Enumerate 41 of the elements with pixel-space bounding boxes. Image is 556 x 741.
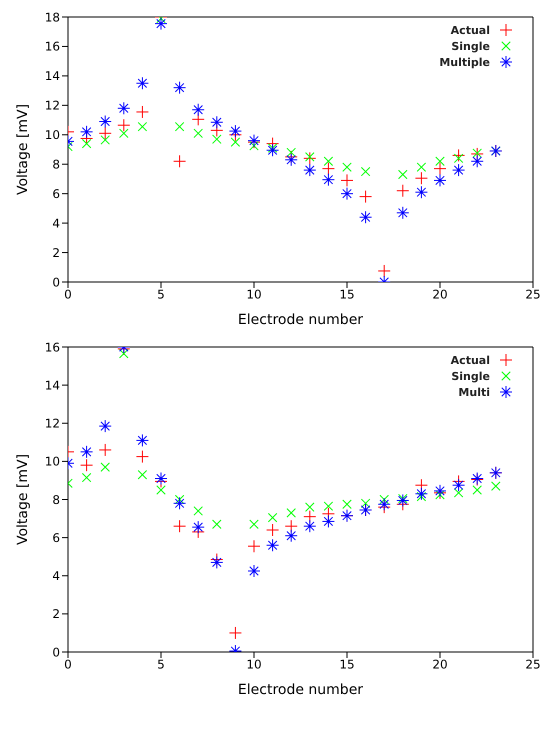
y-tick-label: 14	[44, 378, 60, 392]
y-tick-label: 2	[52, 607, 60, 622]
legend-label: Multiple	[439, 56, 490, 68]
x-tick-label: 20	[432, 658, 448, 672]
y-tick-label: 10	[44, 128, 60, 142]
legend-label: Actual	[450, 24, 490, 36]
x-tick-label: 25	[525, 288, 541, 302]
y-tick-label: 12	[44, 98, 60, 113]
x-tick-label: 10	[246, 658, 262, 672]
x-tick-label: 15	[339, 658, 355, 672]
y-tick-label: 2	[52, 246, 60, 260]
x-tick-label: 5	[157, 288, 165, 302]
x-tick-label: 0	[64, 658, 72, 672]
y-tick-label: 4	[52, 216, 60, 230]
x-tick-label: 5	[157, 658, 165, 672]
y-tick-label: 6	[52, 186, 60, 201]
x-tick-label: 20	[432, 288, 448, 302]
y-tick-label: 6	[52, 530, 60, 545]
x-tick-label: 10	[246, 288, 262, 302]
y-tick-label: 16	[44, 40, 60, 54]
y-tick-label: 0	[52, 275, 60, 290]
y-tick-label: 8	[52, 157, 60, 172]
legend-label: Single	[451, 370, 490, 382]
y-tick-label: 4	[52, 569, 60, 584]
y-tick-label: 16	[44, 340, 60, 354]
x-axis-title: Electrode number	[238, 682, 364, 698]
legend-label: Actual	[450, 354, 490, 366]
y-tick-label: 0	[52, 645, 60, 660]
x-tick-label: 25	[525, 658, 541, 672]
y-axis-title: Voltage [mV]	[14, 104, 31, 196]
y-tick-label: 12	[44, 416, 60, 431]
legend-label: Single	[451, 40, 490, 52]
x-tick-label: 0	[64, 288, 72, 302]
x-axis-title: Electrode number	[238, 312, 364, 328]
x-tick-label: 15	[339, 288, 355, 302]
y-tick-label: 14	[44, 69, 60, 84]
y-tick-label: 18	[44, 10, 60, 24]
y-tick-label: 8	[52, 492, 60, 507]
y-axis-title: Voltage [mV]	[14, 454, 31, 546]
y-tick-label: 10	[44, 454, 60, 469]
legend-label: Multi	[458, 386, 490, 398]
